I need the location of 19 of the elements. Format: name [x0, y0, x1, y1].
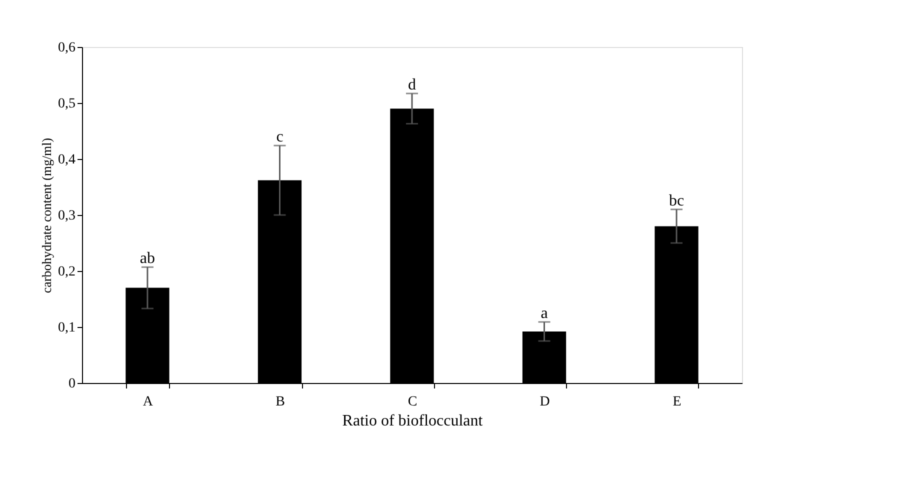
y-tick-label: 0: [68, 376, 76, 392]
y-tick-label: 0,2: [58, 264, 76, 280]
x-tick-label: D: [540, 394, 550, 410]
y-tick-label: 0,5: [58, 96, 76, 112]
y-tick-label: 0,1: [58, 320, 76, 336]
x-tick-label: B: [276, 394, 285, 410]
annotation: d: [408, 76, 416, 94]
x-tick-label: E: [672, 394, 682, 410]
x-tick-label: A: [142, 394, 154, 410]
annotation: a: [540, 304, 548, 322]
y-tick-label: 0,4: [58, 152, 76, 168]
annotation: bc: [668, 192, 684, 210]
y-axis-title: carbohydrate content (mg/ml): [39, 138, 54, 294]
y-tick-label: 0,6: [58, 40, 76, 56]
x-axis-title: Ratio of bioflocculant: [342, 412, 484, 430]
y-tick-label: 0,3: [58, 208, 76, 224]
annotation: c: [276, 128, 284, 146]
annotation: ab: [140, 250, 156, 268]
x-tick-label: C: [408, 394, 418, 410]
